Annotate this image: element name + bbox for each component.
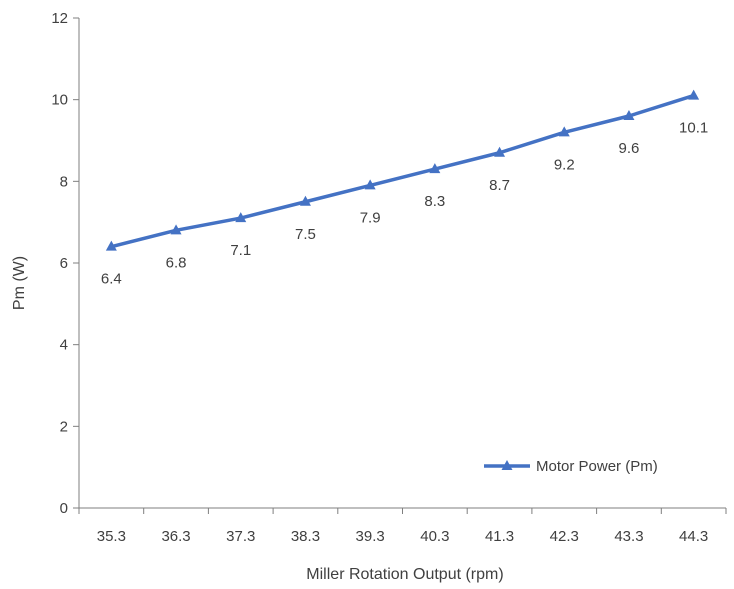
data-point-marker xyxy=(105,240,117,251)
x-tick-label: 43.3 xyxy=(614,528,643,545)
data-label: 9.2 xyxy=(554,156,575,173)
y-tick-label: 6 xyxy=(60,255,68,272)
data-point-marker xyxy=(299,195,311,206)
data-point-marker xyxy=(235,212,247,223)
y-tick-label: 0 xyxy=(60,500,68,517)
x-tick-label: 36.3 xyxy=(161,528,190,545)
x-tick-label: 39.3 xyxy=(356,528,385,545)
x-tick-label: 40.3 xyxy=(420,528,449,545)
data-label: 6.4 xyxy=(101,271,122,288)
y-tick-label: 10 xyxy=(51,92,68,109)
y-axis-title: Pm (W) xyxy=(11,256,28,310)
series-line xyxy=(109,93,696,249)
data-point-marker xyxy=(170,224,182,235)
data-point-marker xyxy=(688,89,700,100)
y-axis: 0 2 4 6 8 10 12 xyxy=(51,10,80,517)
x-tick-label: 42.3 xyxy=(550,528,579,545)
y-tick-label: 8 xyxy=(60,173,68,190)
x-axis: 35.3 36.3 37.3 38.3 39.3 40.3 41.3 42.3 43.3 44.3 xyxy=(78,507,727,545)
data-point-marker xyxy=(558,126,570,137)
data-label: 10.1 xyxy=(679,120,708,137)
data-label: 8.3 xyxy=(424,193,445,210)
data-point-marker xyxy=(494,146,506,157)
y-tick-label: 2 xyxy=(60,418,68,435)
series-motor-power xyxy=(105,89,700,251)
data-label: 7.1 xyxy=(230,242,251,259)
y-tick-label: 12 xyxy=(51,10,68,27)
x-axis-title: Miller Rotation Output (rpm) xyxy=(306,566,503,583)
x-tick-label: 41.3 xyxy=(485,528,514,545)
x-tick-label: 37.3 xyxy=(226,528,255,545)
x-tick-label: 38.3 xyxy=(291,528,320,545)
data-label: 6.8 xyxy=(166,254,187,271)
x-tick-label: 44.3 xyxy=(679,528,708,545)
data-point-marker xyxy=(429,163,441,174)
y-tick-label: 4 xyxy=(60,337,68,354)
data-point-marker xyxy=(364,179,376,190)
x-tick-label: 35.3 xyxy=(97,528,126,545)
legend-triangle-marker xyxy=(501,460,513,470)
data-label: 9.6 xyxy=(619,140,640,157)
data-label: 7.5 xyxy=(295,226,316,243)
legend: Motor Power (Pm) xyxy=(484,458,658,475)
data-label: 7.9 xyxy=(360,209,381,226)
legend-label: Motor Power (Pm) xyxy=(536,458,658,475)
data-point-marker xyxy=(623,110,635,120)
data-label: 8.7 xyxy=(489,177,510,194)
data-labels: 6.4 6.8 7.1 7.5 7.9 8.3 8.7 9.2 9.6 10.1 xyxy=(101,120,708,288)
